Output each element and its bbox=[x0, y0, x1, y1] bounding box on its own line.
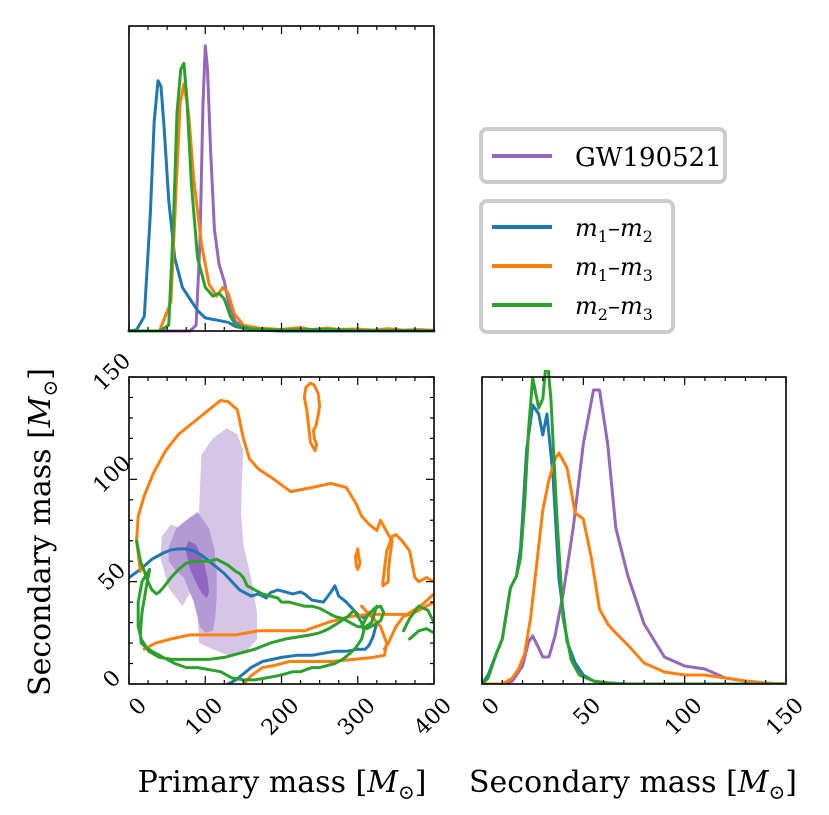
contour-line-m2-m3-1 bbox=[136, 567, 366, 682]
contour-line-m1-m2-1 bbox=[129, 547, 379, 625]
legend-gw190521-box bbox=[479, 127, 727, 184]
marginal-curve-secondary-m1-m3 bbox=[482, 451, 786, 684]
primary-mass-marginal-panel bbox=[127, 25, 436, 333]
contour-line-m1-m3-1 bbox=[135, 399, 434, 588]
joint-ytick-label: 50 bbox=[94, 558, 131, 595]
gw190521-filled-contours bbox=[160, 428, 258, 656]
x-axis-label-secondary-text: Secondary mass [ bbox=[469, 765, 738, 800]
joint-ytick-label: 0 bbox=[99, 666, 127, 694]
legend-m2-m3-label: m2–m3 bbox=[575, 292, 653, 324]
secondary-mass-marginal-frame bbox=[481, 376, 787, 685]
y-axis-label-secondary: Secondary mass [M⊙] bbox=[23, 368, 62, 696]
contour-line-m2-m3-5 bbox=[408, 627, 434, 641]
legend-pairs-box bbox=[479, 199, 675, 334]
legend-m1-m2-label: m1–m2 bbox=[575, 214, 653, 246]
contour-line-m1-m3-6 bbox=[382, 600, 434, 651]
secondary-marginal-xtick-label: 50 bbox=[569, 693, 606, 730]
joint-xtick-label: 200 bbox=[257, 693, 304, 740]
contour-line-m1-m3-2 bbox=[354, 547, 362, 571]
contour-line-m1-m3-4 bbox=[142, 592, 434, 651]
legend-gw190521-label: GW190521 bbox=[575, 143, 722, 173]
secondary-marginal-xtick-label: 100 bbox=[660, 693, 707, 740]
secondary-mass-marginal-tick-labels: 0 50 100 150 bbox=[477, 693, 809, 740]
secondary-mass-marginal-ticks bbox=[481, 377, 787, 684]
joint-xtick-label: 400 bbox=[410, 693, 457, 740]
joint-contour-ticks bbox=[128, 376, 435, 685]
contour-lines bbox=[129, 381, 434, 684]
y-axis-label-secondary-text: Secondary mass [ bbox=[23, 427, 58, 696]
secondary-mass-marginal-curves bbox=[482, 370, 786, 684]
legend-m1-m3-label: m1–m3 bbox=[575, 253, 653, 285]
contour-line-m2-m3-4 bbox=[402, 604, 434, 633]
marginal-curve-secondary-gw190521 bbox=[482, 388, 786, 684]
primary-mass-marginal-curves bbox=[127, 44, 436, 333]
joint-xtick-label: 100 bbox=[181, 693, 228, 740]
secondary-mass-marginal-panel: 0 50 100 150 Secondary mass [M⊙] bbox=[469, 370, 809, 804]
joint-xtick-label: 0 bbox=[124, 693, 152, 721]
marginal-curve-primary-m2-m3 bbox=[127, 61, 436, 333]
x-axis-label-secondary: Secondary mass [M⊙] bbox=[469, 765, 797, 804]
contour-line-m1-m2-2 bbox=[226, 621, 379, 684]
secondary-marginal-xtick-label: 0 bbox=[477, 693, 505, 721]
secondary-marginal-xtick-label: 150 bbox=[762, 693, 809, 740]
primary-mass-marginal-ticks bbox=[128, 26, 435, 331]
legend-pairs: m1–m2 m1–m3 m2–m3 bbox=[479, 199, 675, 334]
contour-line-m1-m3-3 bbox=[302, 381, 322, 453]
x-axis-label-primary: Primary mass [M⊙] bbox=[138, 765, 427, 804]
x-axis-label-primary-text: Primary mass [ bbox=[138, 765, 368, 800]
contour-line-m2-m3-2 bbox=[135, 539, 379, 629]
joint-xtick-label: 300 bbox=[333, 693, 380, 740]
contour-line-m2-m3-3 bbox=[360, 604, 386, 631]
filled-contour-gw190521-inner bbox=[185, 540, 210, 598]
legend-gw190521: GW190521 bbox=[479, 127, 727, 184]
